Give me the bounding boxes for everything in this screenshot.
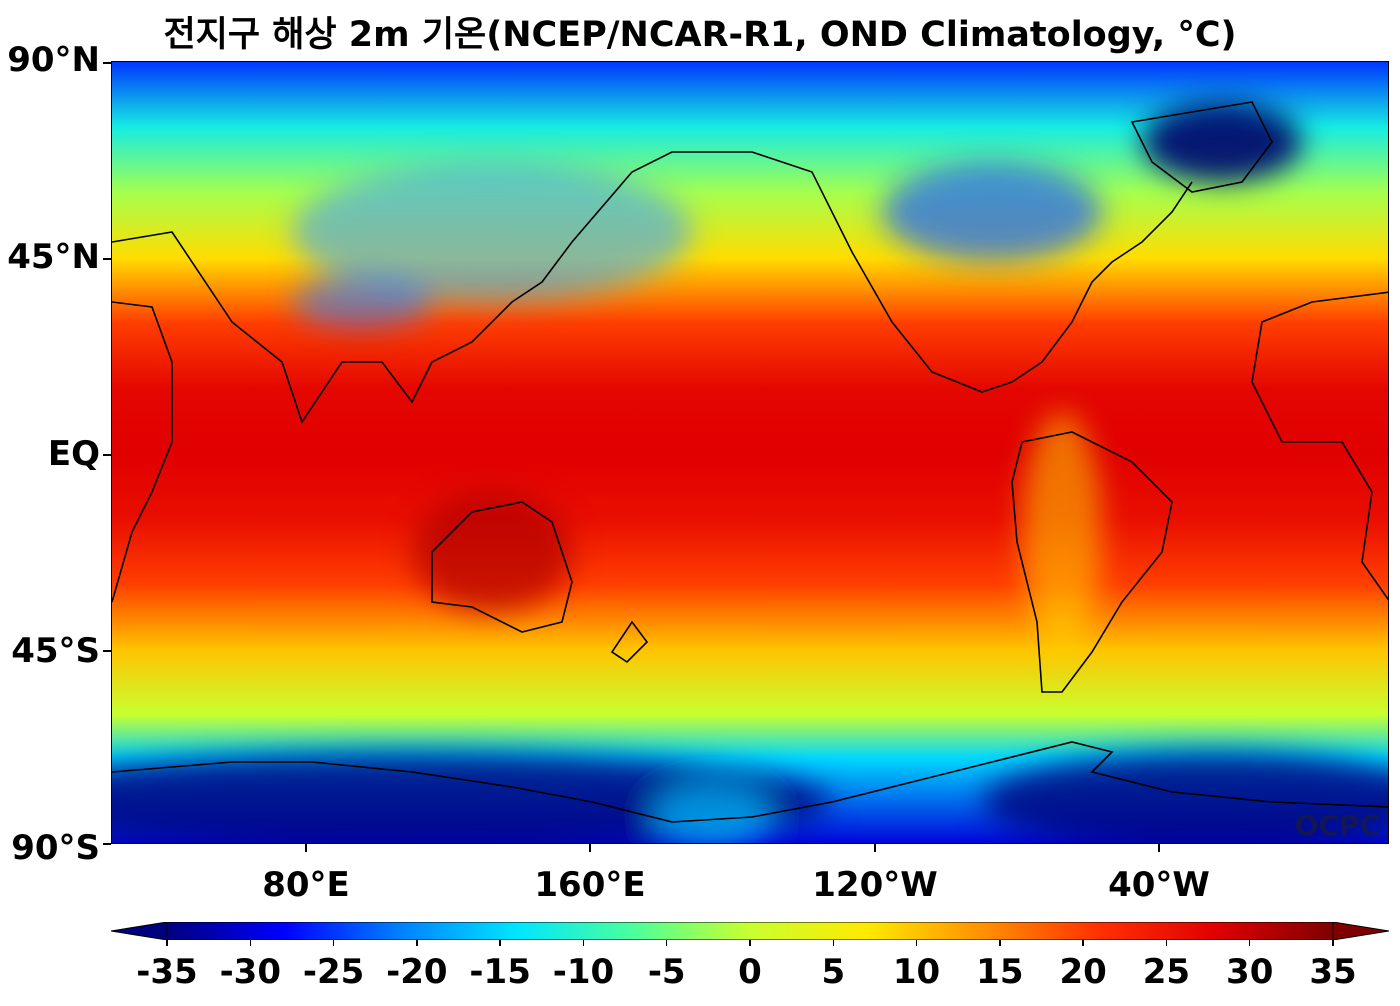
- colorbar-tick-label: -35: [136, 952, 198, 992]
- y-tick-label-eq: EQ: [47, 434, 100, 474]
- colorbar-tick-label: 5: [821, 952, 846, 992]
- colorbar-tick: [582, 940, 585, 946]
- regional-anomalies: [112, 102, 1388, 843]
- colorbar-tick: [249, 940, 252, 946]
- colorbar-tick: [1248, 940, 1251, 946]
- coast-new-zealand: [610, 620, 649, 664]
- colorbar-extend-low: [111, 922, 168, 940]
- colorbar-tick-label: -20: [386, 952, 448, 992]
- coastlines: [112, 101, 1388, 823]
- colorbar-extend-high: [1332, 922, 1389, 940]
- coast-south-america: [1011, 431, 1173, 693]
- colorbar-tick-label: 0: [738, 952, 762, 992]
- colorbar-tick-label: 15: [976, 952, 1024, 992]
- y-tick-45s: [103, 650, 111, 652]
- x-tick-label-80e: 80°E: [262, 865, 350, 905]
- colorbar-tick: [416, 940, 418, 946]
- coast-antarctica: [112, 741, 1388, 823]
- colorbar-tick: [915, 940, 918, 946]
- temperature-map: OCPC: [111, 61, 1389, 844]
- colorbar-tick: [749, 940, 751, 946]
- zonal-temperature-field: [112, 62, 1388, 843]
- colorbar-tick-label: 20: [1059, 952, 1107, 992]
- colorbar-tick: [1082, 940, 1084, 946]
- y-tick-90n: [103, 62, 111, 64]
- colorbar-tick-label: -25: [302, 952, 365, 992]
- colorbar: [111, 922, 1389, 940]
- colorbar-tick: [166, 940, 168, 946]
- colorbar-tick-label: -15: [469, 952, 531, 992]
- coast-greenland: [1130, 101, 1273, 193]
- map-svg: OCPC: [112, 62, 1388, 843]
- colorbar-tick-label: 30: [1226, 952, 1274, 992]
- x-tick-120w: [874, 844, 876, 852]
- colorbar-tick: [1165, 940, 1168, 946]
- colorbar-tick: [499, 940, 501, 946]
- x-tick-label-160e: 160°E: [534, 865, 646, 905]
- coast-australia: [431, 501, 573, 633]
- colorbar-tick-label: -10: [552, 952, 615, 992]
- colorbar-tick: [332, 940, 335, 946]
- x-tick-80e: [305, 844, 307, 852]
- y-tick-label-45s: 45°S: [11, 631, 100, 671]
- colorbar-tick-label: -30: [219, 952, 281, 992]
- colorbar-tick: [832, 940, 835, 946]
- colorbar-tick-label: 35: [1309, 952, 1357, 992]
- colorbar-body: [166, 922, 1334, 940]
- y-tick-label-90n: 90°N: [7, 40, 100, 80]
- y-tick-eq: [103, 454, 111, 456]
- coast-asia: [112, 151, 752, 424]
- x-tick-40w: [1158, 844, 1160, 852]
- y-tick-90s: [103, 843, 111, 845]
- credit-watermark: OCPC: [1295, 809, 1380, 842]
- x-tick-label-40w: 40°W: [1108, 865, 1210, 905]
- coast-north-america: [751, 151, 1193, 393]
- y-tick-45n: [103, 258, 111, 260]
- colorbar-tick: [999, 940, 1001, 946]
- y-tick-label-90s: 90°S: [11, 828, 100, 868]
- x-tick-label-120w: 120°W: [812, 865, 938, 905]
- colorbar-tick: [665, 940, 668, 946]
- coast-africa: [112, 301, 173, 603]
- y-tick-label-45n: 45°N: [7, 237, 100, 277]
- colorbar-tick: [1332, 940, 1334, 946]
- colorbar-tick-label: -5: [647, 952, 686, 992]
- x-tick-160e: [589, 844, 591, 852]
- map-title: 전지구 해상 2m 기온(NCEP/NCAR-R1, OND Climatolo…: [163, 15, 1237, 55]
- colorbar-tick-label: 25: [1142, 952, 1191, 992]
- colorbar-tick-label: 10: [892, 952, 941, 992]
- coast-west-africa: [1251, 291, 1388, 601]
